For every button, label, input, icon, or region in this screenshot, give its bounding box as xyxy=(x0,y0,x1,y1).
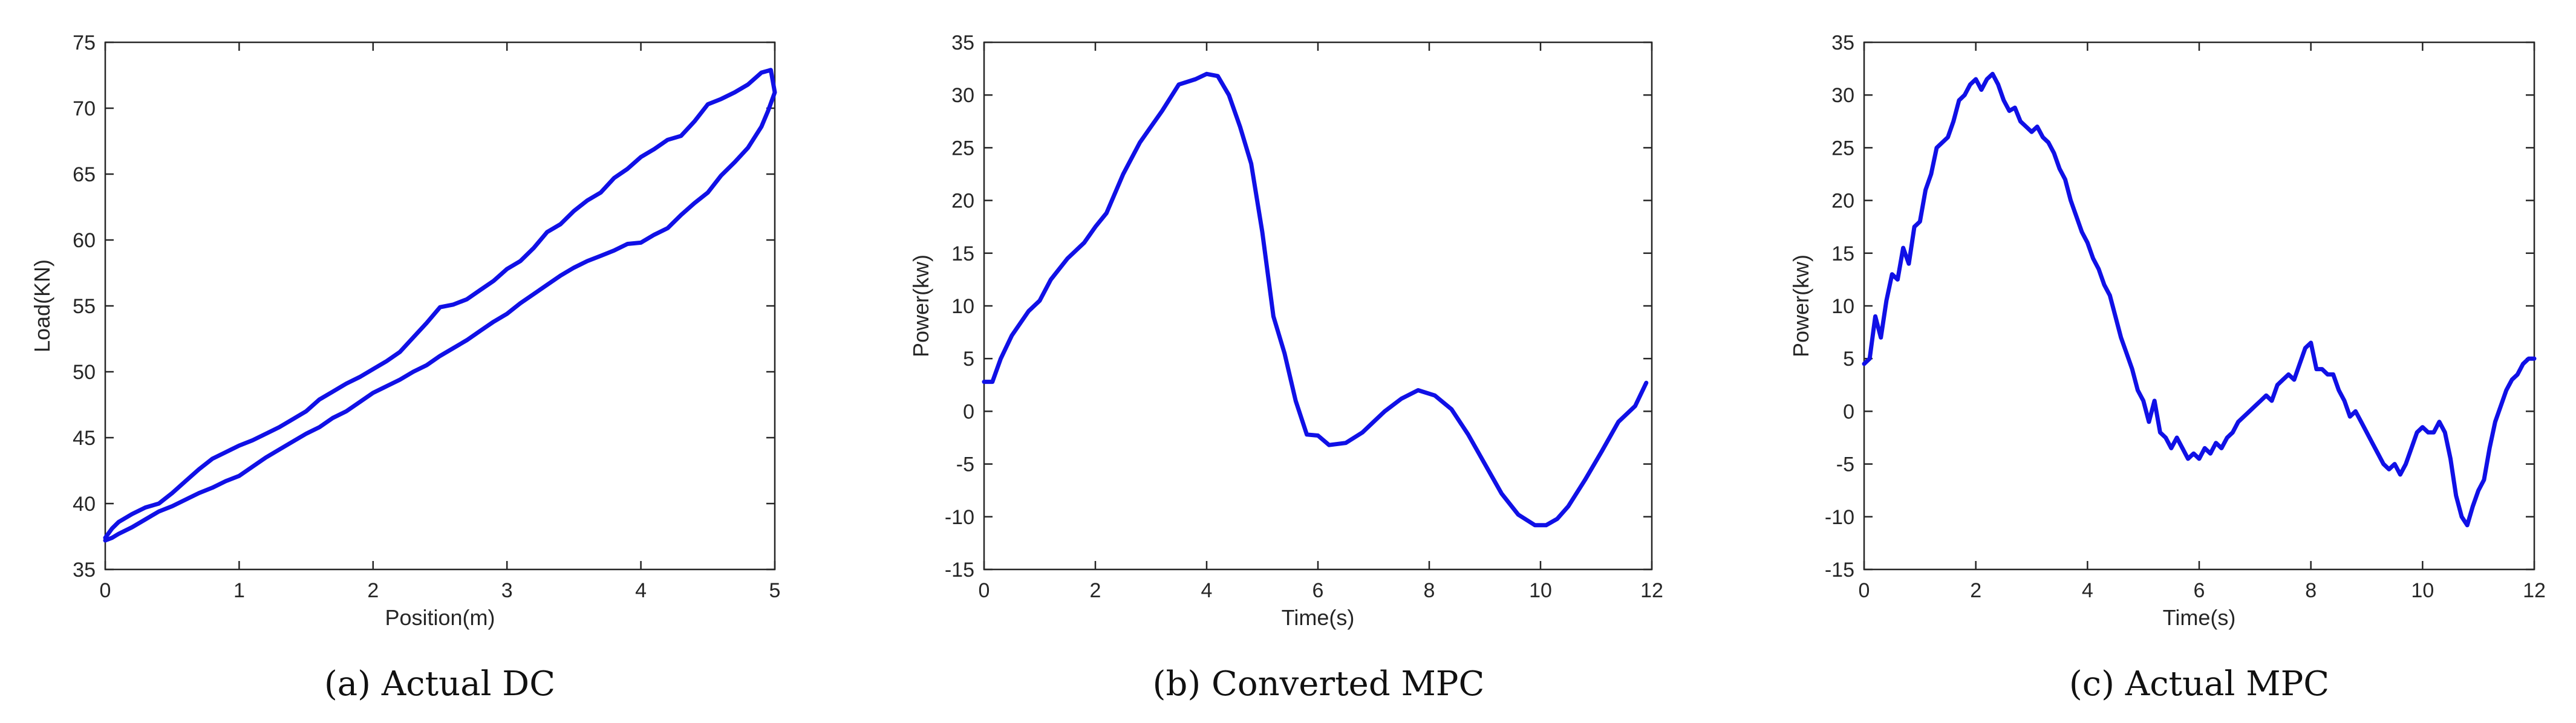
x-tick-label: 6 xyxy=(2194,579,2205,602)
y-tick-label: -15 xyxy=(1825,559,1854,582)
chart-caption: (a) Actual DC xyxy=(324,664,555,704)
y-tick-label: 10 xyxy=(951,295,974,318)
series-line xyxy=(103,68,777,543)
chart-c: 0 2 4 6 8 10 12 -15 -10 -5 0 5 10 15 20 25 30 35 Time(s) Po… xyxy=(1789,31,2546,704)
y-tick-label: 35 xyxy=(951,31,974,54)
x-tick-label: 4 xyxy=(635,579,647,602)
chart-caption: (b) Converted MPC xyxy=(1153,664,1485,704)
plot-frame xyxy=(1863,41,2535,571)
y-tick-label: 70 xyxy=(73,97,96,120)
x-tick-label: 6 xyxy=(1312,579,1324,602)
y-tick-label: 0 xyxy=(1843,400,1854,423)
x-tick-label: 4 xyxy=(2082,579,2093,602)
y-tick-label: 0 xyxy=(963,400,974,423)
y-tick-label: 45 xyxy=(73,427,96,450)
y-tick-label: 15 xyxy=(951,242,974,265)
y-tick-label: -5 xyxy=(956,453,974,476)
y-axis-label: Power(kw) xyxy=(1789,255,1813,357)
x-tick-label: 0 xyxy=(1859,579,1870,602)
x-tick-label: 8 xyxy=(2305,579,2317,602)
series-line xyxy=(1862,71,2537,528)
y-tick-label: 20 xyxy=(1831,190,1854,213)
y-tick-label: -5 xyxy=(1836,453,1854,476)
y-tick-label: -10 xyxy=(945,506,974,529)
y-tick-label: 10 xyxy=(1831,295,1854,318)
chart-caption: (c) Actual MPC xyxy=(2069,664,2329,704)
y-tick-label: 50 xyxy=(73,361,96,384)
x-tick-label: 2 xyxy=(1970,579,1981,602)
y-axis-label: Power(kw) xyxy=(908,255,933,357)
y-tick-label: 35 xyxy=(1831,31,1854,54)
chart-b: 0 2 4 6 8 10 12 -15 -10 -5 0 5 10 15 20 25 30 35 Time(s) Po… xyxy=(908,31,1663,704)
y-tick-label: 25 xyxy=(1831,137,1854,160)
x-axis-label: Time(s) xyxy=(2163,605,2236,630)
x-axis-label: Position(m) xyxy=(385,605,495,630)
x-tick-label: 2 xyxy=(367,579,379,602)
x-tick-label: 10 xyxy=(1529,579,1552,602)
x-tick-label: 12 xyxy=(2523,579,2546,602)
y-tick-label: -10 xyxy=(1825,506,1854,529)
y-tick-label: 5 xyxy=(963,348,974,371)
x-tick-label: 5 xyxy=(769,579,781,602)
chart-a: 0 1 2 3 4 5354045505560657075Position(m)Load(… xyxy=(30,31,780,704)
y-tick-label: 65 xyxy=(73,163,96,186)
series-line xyxy=(982,71,1649,528)
y-tick-label: 60 xyxy=(73,229,96,252)
y-tick-label: 35 xyxy=(73,559,96,582)
y-tick-label: 20 xyxy=(951,190,974,213)
y-tick-label: 75 xyxy=(73,31,96,54)
y-tick-label: 40 xyxy=(73,493,96,516)
x-tick-label: 4 xyxy=(1201,579,1213,602)
y-tick-label: 30 xyxy=(951,84,974,107)
x-tick-label: 1 xyxy=(233,579,245,602)
y-tick-label: 55 xyxy=(73,295,96,318)
y-tick-label: 25 xyxy=(951,137,974,160)
y-tick-label: 5 xyxy=(1843,348,1854,371)
x-tick-label: 0 xyxy=(979,579,990,602)
x-tick-label: 3 xyxy=(501,579,513,602)
y-axis-label: Load(KN) xyxy=(30,259,54,352)
y-tick-label: -15 xyxy=(945,559,974,582)
y-tick-label: 30 xyxy=(1831,84,1854,107)
plot-frame xyxy=(983,41,1653,571)
x-axis-label: Time(s) xyxy=(1282,605,1355,630)
y-tick-label: 15 xyxy=(1831,242,1854,265)
x-tick-label: 12 xyxy=(1640,579,1663,602)
x-tick-label: 8 xyxy=(1424,579,1435,602)
x-tick-label: 10 xyxy=(2411,579,2434,602)
x-tick-label: 0 xyxy=(100,579,111,602)
x-tick-label: 2 xyxy=(1090,579,1101,602)
